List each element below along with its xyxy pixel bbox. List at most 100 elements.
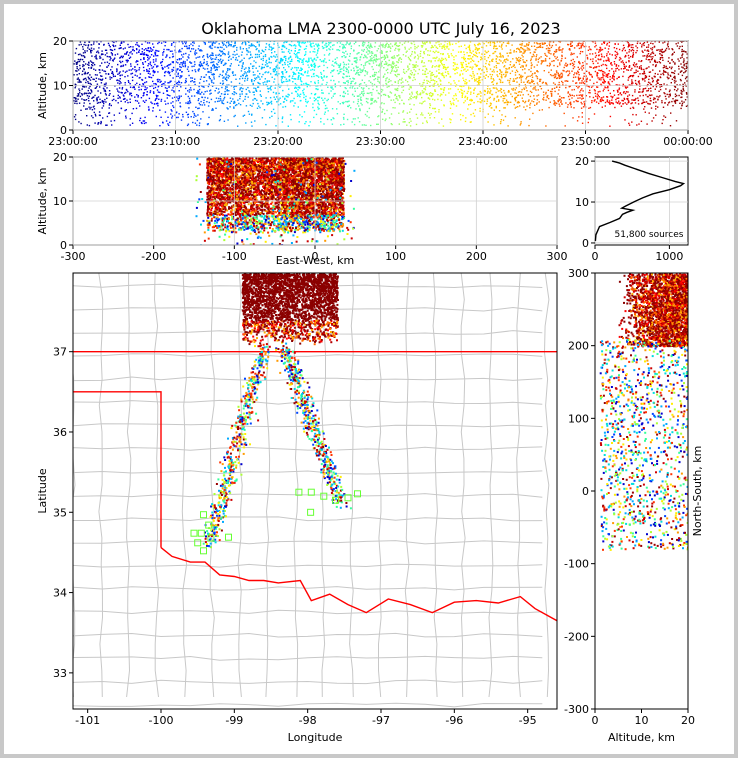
- source-point: [321, 77, 323, 79]
- source-point: [517, 60, 519, 62]
- source-point: [90, 49, 92, 51]
- source-point: [99, 57, 101, 59]
- source-point: [103, 100, 105, 103]
- source-point: [138, 86, 140, 88]
- source-point: [468, 46, 470, 48]
- source-point: [685, 70, 687, 72]
- source-point: [262, 50, 264, 52]
- source-point: [179, 49, 181, 51]
- source-point: [605, 75, 607, 78]
- source-point: [156, 103, 158, 105]
- source-point: [528, 124, 530, 127]
- source-point: [244, 71, 246, 73]
- source-point: [106, 52, 108, 54]
- source-point: [291, 41, 293, 43]
- source-point: [612, 96, 614, 98]
- source-point: [167, 67, 170, 69]
- source-point: [97, 122, 99, 124]
- source-point: [98, 111, 101, 113]
- source-point: [614, 54, 616, 56]
- source-point: [245, 43, 247, 46]
- source-point: [337, 73, 340, 75]
- source-point: [637, 103, 640, 105]
- source-point: [93, 100, 95, 102]
- source-point: [470, 113, 472, 116]
- source-point: [507, 55, 509, 57]
- source-point: [580, 107, 583, 109]
- source-point: [101, 69, 104, 71]
- source-point: [363, 87, 365, 89]
- source-point: [85, 79, 88, 81]
- source-point: [613, 90, 615, 92]
- source-point: [212, 109, 214, 111]
- source-point: [219, 58, 222, 60]
- source-point: [410, 74, 413, 76]
- source-point: [285, 95, 287, 97]
- source-point: [345, 63, 347, 66]
- source-point: [632, 56, 634, 58]
- source-point: [193, 42, 195, 44]
- source-point: [357, 72, 359, 74]
- source-point: [542, 91, 545, 93]
- source-point: [457, 67, 459, 69]
- source-point: [580, 67, 582, 69]
- source-point: [155, 94, 158, 97]
- source-point: [647, 89, 649, 92]
- source-point: [293, 52, 296, 55]
- source-point: [514, 96, 517, 99]
- source-point: [365, 97, 368, 100]
- source-point: [277, 104, 280, 106]
- source-point: [364, 64, 367, 66]
- source-point: [578, 77, 581, 80]
- source-point: [88, 39, 89, 40]
- source-point: [353, 60, 356, 62]
- source-point: [153, 71, 155, 74]
- source-point: [365, 85, 368, 87]
- source-point: [442, 58, 445, 60]
- source-point: [330, 71, 332, 74]
- source-point: [451, 54, 453, 57]
- source-point: [275, 71, 278, 73]
- source-point: [112, 74, 114, 76]
- source-point: [514, 66, 516, 69]
- source-point: [685, 92, 688, 94]
- source-point: [167, 94, 170, 96]
- source-point: [559, 98, 562, 101]
- source-point: [653, 60, 656, 63]
- source-point: [185, 41, 187, 43]
- source-point: [338, 65, 341, 67]
- source-point: [108, 112, 111, 114]
- source-point: [180, 76, 182, 78]
- source-point: [138, 49, 141, 51]
- source-point: [525, 49, 527, 51]
- source-point: [427, 112, 430, 114]
- source-point: [114, 54, 116, 56]
- source-point: [402, 81, 404, 83]
- source-point: [259, 73, 261, 75]
- source-point: [121, 88, 123, 90]
- source-point: [619, 102, 621, 104]
- source-point: [667, 60, 669, 63]
- source-point: [129, 101, 131, 103]
- source-point: [481, 100, 483, 102]
- source-point: [389, 91, 391, 93]
- source-point: [496, 83, 498, 85]
- source-point: [580, 50, 582, 53]
- source-point: [76, 70, 78, 72]
- source-point: [376, 85, 378, 88]
- source-point: [83, 64, 85, 67]
- source-point: [685, 67, 688, 70]
- source-point: [500, 121, 502, 123]
- source-point: [333, 93, 335, 95]
- source-point: [180, 86, 182, 88]
- source-point: [343, 95, 345, 97]
- source-point: [410, 70, 412, 72]
- source-point: [387, 95, 389, 97]
- source-point: [674, 76, 676, 78]
- source-point: [567, 92, 569, 94]
- source-point: [294, 66, 296, 69]
- source-point: [455, 98, 458, 100]
- source-point: [485, 60, 488, 62]
- source-point: [386, 109, 388, 112]
- source-point: [581, 51, 584, 53]
